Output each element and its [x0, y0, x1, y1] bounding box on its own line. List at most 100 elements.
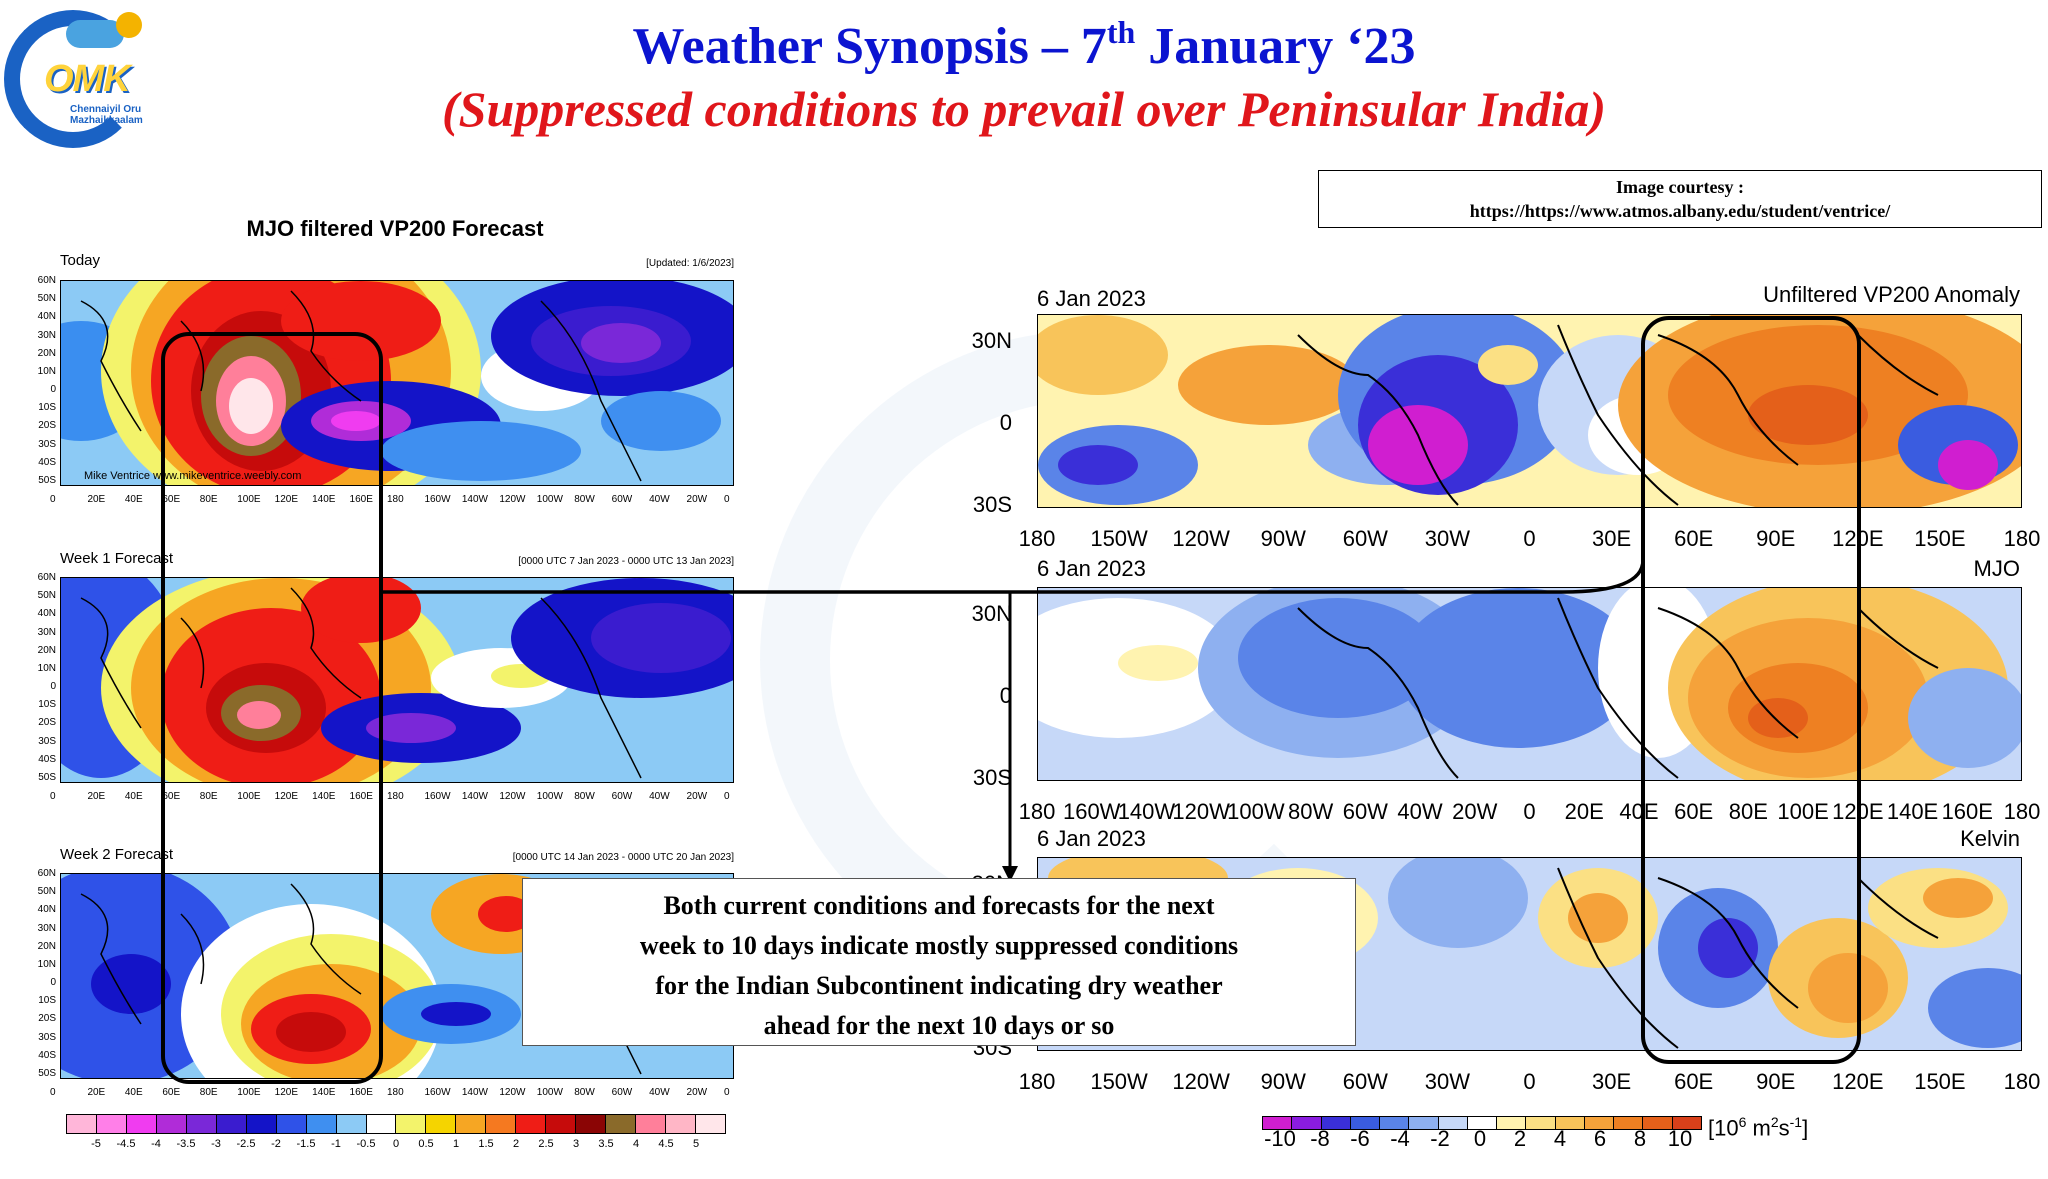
colorbar-swatch [546, 1115, 577, 1133]
left-map3-lat-label: 10S [38, 995, 56, 1007]
right-colorbar-tick-label: 2 [1513, 1126, 1527, 1151]
page-title: Weather Synopsis – 7th January ‘23 [0, 14, 2048, 76]
right-colorbar-tick-label: 4 [1553, 1126, 1567, 1151]
map-note-week2: [0000 UTC 14 Jan 2023 - 0000 UTC 20 Jan … [512, 852, 734, 863]
left-map2-lat-label: 40S [38, 753, 56, 765]
left-colorbar-tick-label: -1.5 [296, 1138, 316, 1150]
left-colorbar-tick-label: 0 [392, 1138, 400, 1150]
units-exp: 6 [1738, 1114, 1747, 1130]
left-map3-lat-label: 50S [38, 1068, 56, 1079]
right-map3-lon-label: 60E [1674, 1069, 1714, 1094]
map-today-field [61, 281, 733, 485]
colorbar-swatch [396, 1115, 427, 1133]
right-map2-lon-label: 180 [2003, 799, 2041, 824]
colorbar-swatch [67, 1115, 97, 1133]
left-map3-lon-label: 140W [461, 1087, 488, 1098]
map-note-today: [Updated: 1/6/2023] [646, 258, 734, 269]
left-map2-lon-label: 140E [312, 791, 336, 802]
colorbar-swatch [606, 1115, 637, 1133]
colorbar-swatch [1614, 1117, 1644, 1129]
left-map2-lon-label: 40E [124, 791, 143, 802]
right-map3-lon-label: 90E [1756, 1069, 1796, 1094]
left-map3-lon-label: 160E [349, 1087, 373, 1098]
left-map2-lon-label: 0 [50, 791, 56, 802]
right-map2-lon-label: 140W [1117, 799, 1176, 824]
left-colorbar-tick-label: 3 [572, 1138, 580, 1150]
colorbar-swatch [246, 1115, 277, 1133]
colorbar-swatch [1409, 1117, 1439, 1129]
map-today [60, 280, 734, 486]
left-map2-lon-label: 160E [349, 791, 373, 802]
left-colorbar-tick-label: -4.5 [116, 1138, 136, 1150]
colorbar-swatch [366, 1115, 397, 1133]
right-map1-lon-label: 30W [1424, 526, 1471, 551]
right-map1-lon-label: 60W [1342, 526, 1388, 551]
left-map2-lon-label: 100E [237, 791, 261, 802]
left-map3-lat-label: 30N [37, 922, 56, 934]
left-map1-lon-label: 40E [124, 494, 143, 505]
left-map1-lon-label: 0 [724, 494, 730, 505]
note-line3: for the Indian Subcontinent indicating d… [655, 971, 1223, 1000]
left-map3-lon-label: 20E [87, 1087, 106, 1098]
left-map1-lon-label: 20E [87, 494, 106, 505]
left-map2-lon-label: 0 [724, 791, 730, 802]
map-week1-field [61, 578, 733, 782]
left-map2-lat-label: 50N [37, 590, 56, 602]
left-map2-lon-label: 140W [461, 791, 488, 802]
left-map3-lon-label: 100W [536, 1087, 563, 1098]
left-map1-lon-label: 80E [199, 494, 218, 505]
colorbar-swatch [1321, 1117, 1351, 1129]
left-map3-lon-label: 0 [724, 1087, 730, 1098]
map-credit: Mike Ventrice www.mikeventrice.weebly.co… [84, 470, 302, 482]
right-map2-lon-label: 180 [1018, 799, 1056, 824]
left-map3-lon-label: 20W [686, 1087, 708, 1098]
left-map2-lat-label: 50S [38, 772, 56, 783]
left-map1-lat-label: 20S [38, 420, 56, 432]
left-colorbar-tick-label: -4 [151, 1138, 161, 1150]
left-map2-lat-label: 40N [37, 608, 56, 620]
right-map3-lon-label: 120E [1832, 1069, 1884, 1094]
colorbar-swatch [516, 1115, 547, 1133]
colorbar-swatch [1672, 1117, 1701, 1129]
left-map3-lon-label: 40W [649, 1087, 670, 1098]
left-map2-lon-label: 80E [199, 791, 218, 802]
map-label-week2: Week 2 Forecast [60, 846, 174, 863]
left-map3-lon-label: 120W [499, 1087, 526, 1098]
left-map2-lon-label: 120W [499, 791, 526, 802]
image-courtesy-box: Image courtesy : https://https://www.atm… [1318, 170, 2042, 228]
colorbar-swatch [636, 1115, 667, 1133]
left-map1-lon-label: 80W [574, 494, 595, 505]
right-map2-lon-label: 160W [1062, 799, 1121, 824]
map-label-today: Today [60, 252, 101, 269]
colorbar-swatch [186, 1115, 217, 1133]
left-map1-lat-label: 40S [38, 456, 56, 468]
left-map1-lat-label: 40N [37, 311, 56, 323]
right-colorbar-tick-label: 8 [1633, 1126, 1647, 1151]
left-map1-lat-label: 30S [38, 438, 56, 450]
left-map1-lon-label: 120E [274, 494, 299, 505]
title-ordinal: th [1106, 14, 1136, 50]
right-map3-lon-label: 30W [1424, 1069, 1471, 1094]
left-map3-lon-label: 80W [574, 1087, 595, 1098]
left-map3-lat-label: 40S [38, 1049, 56, 1061]
right-map3-lon-label: 30E [1592, 1069, 1632, 1094]
left-colorbar-tick-label: -3 [211, 1138, 221, 1150]
right-map1-lon-label: 0 [1523, 526, 1536, 551]
left-map3-lat-label: 20N [37, 940, 56, 952]
right-map2-lat-label: 30S [972, 765, 1012, 790]
left-map2-lat-label: 20S [38, 717, 56, 729]
left-map1-lat-label: 50S [38, 475, 56, 486]
note-line4: ahead for the next 10 days or so [763, 1011, 1115, 1040]
note-line1: Both current conditions and forecasts fo… [663, 891, 1215, 920]
colorbar-swatch [426, 1115, 457, 1133]
logo-line1: Chennaiyil Oru [70, 104, 142, 115]
left-map3-lon-label: 120E [274, 1087, 299, 1098]
right-map1-name: Unfiltered VP200 Anomaly [1763, 282, 2020, 307]
left-map1-lon-label: 140E [312, 494, 336, 505]
colorbar-swatch [1526, 1117, 1556, 1129]
right-map1-lat-label: 30N [971, 328, 1012, 353]
connector-line-right [1010, 559, 1645, 594]
right-map3-lon-label: 180 [1018, 1069, 1056, 1094]
left-map3-lon-label: 140E [312, 1087, 336, 1098]
